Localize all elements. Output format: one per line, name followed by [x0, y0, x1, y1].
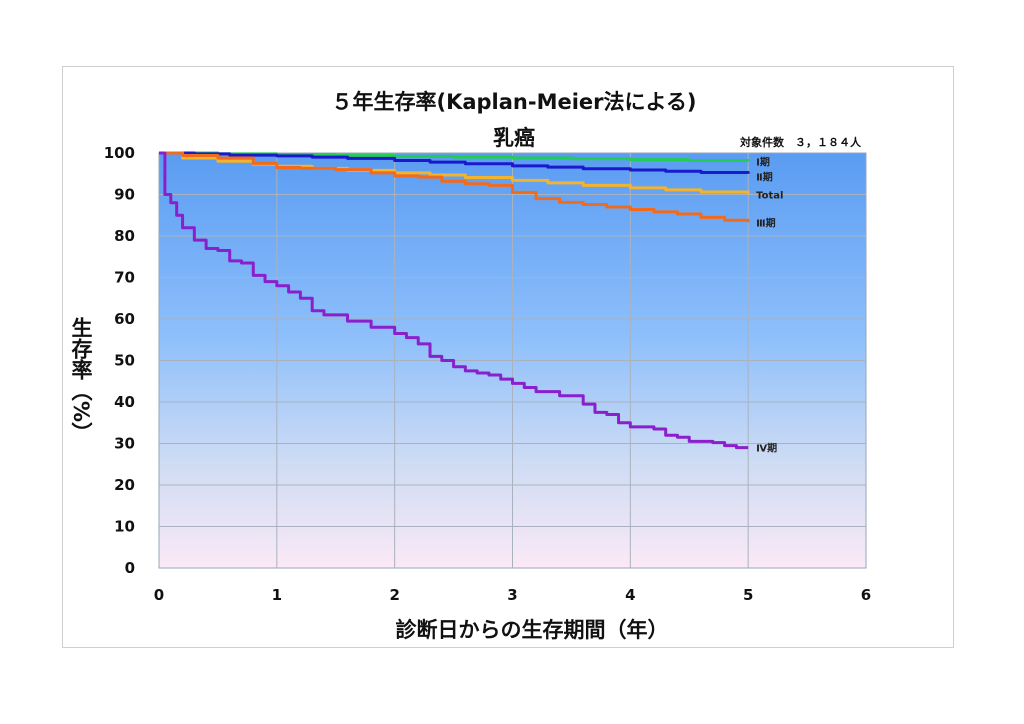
x-axis-label: 診断日からの生存期間（年）	[396, 618, 669, 642]
series-lines	[159, 151, 750, 450]
series-line-4	[159, 151, 749, 450]
y-tick-label: 20	[114, 476, 135, 494]
y-tick-label: 90	[114, 186, 135, 204]
series-label: Ⅳ期	[756, 442, 777, 455]
series-label: Ⅱ期	[756, 170, 773, 183]
case-count-label: 対象件数 ３，１８４人	[739, 135, 862, 149]
series-line-3	[159, 151, 750, 223]
x-tick-label: 2	[389, 586, 399, 604]
x-tick-label: 0	[154, 586, 164, 604]
y-axis-label-text: 生存率（%）	[69, 316, 93, 443]
series-line-1	[159, 151, 750, 175]
y-tick-label: 10	[114, 518, 135, 536]
x-tick-label: 4	[625, 586, 635, 604]
series-label: Ⅰ期	[756, 155, 770, 168]
y-tick-label: 70	[114, 269, 135, 287]
chart-subtitle: 乳癌	[493, 126, 535, 150]
series-label: Total	[756, 191, 783, 202]
figure-frame: ５年生存率(Kaplan-Meier法による) 乳癌 対象件数 ３，１８４人 0…	[62, 66, 954, 648]
series-label: Ⅲ期	[756, 216, 775, 229]
y-tick-label: 30	[114, 435, 135, 453]
x-tick-label: 3	[507, 586, 517, 604]
x-tick-label: 1	[272, 586, 282, 604]
y-tick-label: 50	[114, 352, 135, 370]
chart-title: ５年生存率(Kaplan-Meier法による)	[331, 90, 696, 114]
y-axis-label: 生存率（%）	[69, 316, 93, 443]
y-tick-label: 100	[104, 144, 135, 162]
survival-chart: ５年生存率(Kaplan-Meier法による) 乳癌 対象件数 ３，１８４人 0…	[69, 90, 872, 642]
series-labels: Ⅰ期 Ⅱ期 Total Ⅲ期 Ⅳ期	[756, 155, 783, 454]
y-tick-label: 40	[114, 393, 135, 411]
x-tick-label: 5	[743, 586, 753, 604]
y-tick-label: 80	[114, 227, 135, 245]
x-tick-label: 6	[861, 586, 871, 604]
tick-labels: 0 10 20 30 40 50 60 70 80 90 100 0 1 2 3 4 5 6	[104, 144, 872, 604]
y-tick-label: 60	[114, 310, 135, 328]
y-tick-label: 0	[125, 559, 135, 577]
